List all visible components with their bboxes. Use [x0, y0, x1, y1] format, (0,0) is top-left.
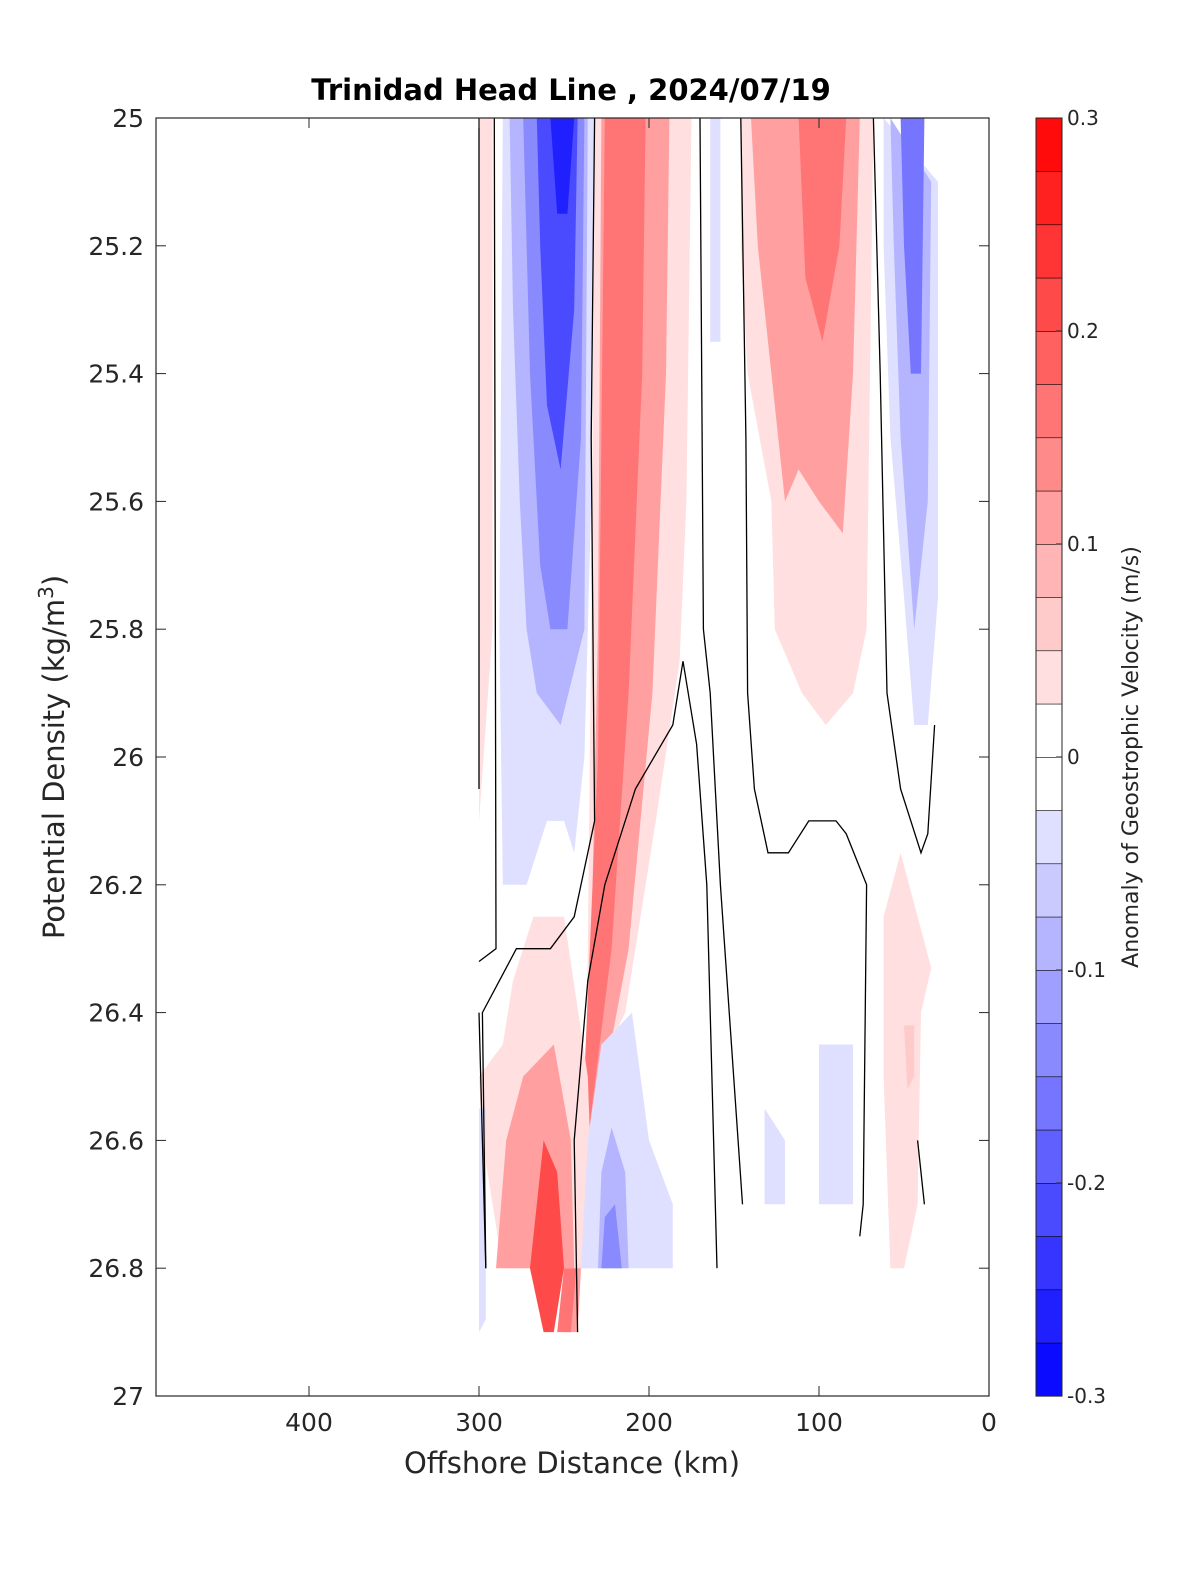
colorbar-bin-1 [1035, 1289, 1063, 1344]
colorbar-tick-label: -0.1 [1067, 958, 1106, 982]
x-tick-label: 0 [981, 1408, 997, 1437]
colorbar-bin-19 [1035, 330, 1063, 385]
colorbar-bin-2 [1035, 1235, 1063, 1291]
zero-contour-line-3 [481, 117, 596, 1269]
colorbar-tick-label: 0 [1067, 745, 1080, 769]
y-tick-label: 25.4 [88, 360, 144, 389]
y-tick-label: 25.6 [88, 487, 144, 516]
velocity-region-22 [900, 118, 925, 374]
zero-contour-layer [478, 117, 936, 1333]
x-tick-label: 300 [455, 1408, 503, 1437]
colorbar-bin-8 [1035, 916, 1063, 971]
velocity-region-26 [819, 1044, 853, 1205]
velocity-region-19 [798, 118, 847, 342]
velocity-region-16 [710, 118, 721, 342]
colorbar-bin-12 [1035, 703, 1063, 758]
colorbar-bin-23 [1035, 117, 1063, 172]
colorbar-bin-17 [1035, 437, 1063, 492]
x-axis-label: Offshore Distance (km) [404, 1446, 740, 1480]
colorbar-bin-9 [1035, 863, 1063, 918]
colorbar-bin-4 [1035, 1129, 1063, 1184]
y-tick-label: 25 [112, 104, 144, 133]
colorbar-bin-13 [1035, 650, 1063, 705]
y-tick-label: 26 [112, 743, 144, 772]
zero-contour-line-5 [699, 117, 744, 1205]
colorbar-tick-label: 0.1 [1067, 532, 1099, 556]
zero-contour-line-6 [740, 117, 868, 1237]
colorbar-tick-label: -0.2 [1067, 1171, 1106, 1195]
colorbar-bin-14 [1035, 596, 1063, 652]
colorbar-bins [1035, 117, 1063, 1397]
colorbar-ticks: 0.3 0.2 0.1 0 -0.1 -0.2 -0.3 [1056, 106, 1106, 1408]
colorbar-bin-16 [1035, 490, 1063, 545]
zero-contour-line-7 [872, 117, 936, 855]
colorbar-bin-10 [1035, 809, 1063, 865]
colorbar: 0.3 0.2 0.1 0 -0.1 -0.2 -0.3 [1035, 106, 1106, 1408]
y-tick-label: 25.2 [88, 232, 144, 261]
zero-contour-line-8 [916, 1140, 926, 1205]
y-tick-label: 26.8 [88, 1254, 144, 1283]
colorbar-bin-5 [1035, 1076, 1063, 1131]
colorbar-bin-6 [1035, 1022, 1063, 1078]
colorbar-bin-21 [1035, 224, 1063, 279]
colorbar-tick-label: -0.3 [1067, 1384, 1106, 1408]
velocity-region-25 [764, 1108, 785, 1205]
plot-area: 400 300 200 100 0 25 25.2 25.4 25.6 25.8 26 26.2 26.… [88, 104, 997, 1437]
x-tick-label: 100 [795, 1408, 843, 1437]
velocity-region-5 [550, 118, 575, 214]
colorbar-tick-label: 0.3 [1067, 106, 1099, 130]
chart-title: Trinidad Head Line , 2024/07/19 [311, 73, 831, 107]
velocity-region-8 [557, 118, 646, 1333]
colorbar-tick-label: 0.2 [1067, 319, 1099, 343]
colorbar-bin-15 [1035, 543, 1063, 598]
y-axis-label-superscript: 3 [34, 586, 58, 599]
colorbar-bin-18 [1035, 383, 1063, 439]
y-tick-label: 27 [112, 1382, 144, 1411]
colorbar-label: Anomaly of Geostrophic Velocity (m/s) [1119, 546, 1144, 968]
colorbar-bin-3 [1035, 1182, 1063, 1237]
axis-ticks: 400 300 200 100 0 25 25.2 25.4 25.6 25.8 26 26.2 26.… [88, 104, 997, 1437]
velocity-region-14 [601, 1204, 622, 1269]
colorbar-bin-22 [1035, 170, 1063, 226]
velocity-region-24 [904, 1025, 915, 1090]
zero-contour-line-1 [478, 117, 497, 963]
y-tick-label: 26.2 [88, 871, 144, 900]
x-tick-label: 400 [285, 1408, 333, 1437]
y-tick-label: 26.6 [88, 1126, 144, 1155]
velocity-region-11 [530, 1140, 564, 1333]
colorbar-bin-7 [1035, 969, 1063, 1024]
zero-contour-line-4 [573, 661, 718, 1333]
colorbar-bin-0 [1035, 1342, 1063, 1397]
colorbar-bin-11 [1035, 756, 1063, 811]
y-tick-label: 25.8 [88, 615, 144, 644]
y-axis-label: Potential Density (kg/m3) [34, 575, 71, 939]
colorbar-bin-20 [1035, 277, 1063, 332]
velocity-region-0 [479, 118, 493, 821]
y-tick-label: 26.4 [88, 999, 144, 1028]
velocity-field-layer [479, 118, 938, 1333]
x-tick-label: 200 [625, 1408, 673, 1437]
